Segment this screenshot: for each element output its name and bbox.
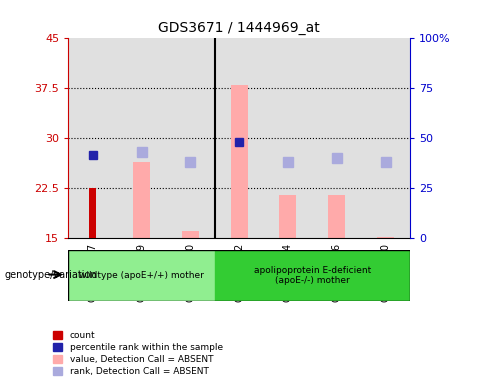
Bar — [166, 38, 215, 238]
Legend: count, percentile rank within the sample, value, Detection Call = ABSENT, rank, : count, percentile rank within the sample… — [53, 331, 223, 376]
Text: genotype/variation: genotype/variation — [5, 270, 98, 280]
Bar — [117, 38, 166, 238]
Bar — [215, 250, 410, 301]
Bar — [68, 38, 117, 238]
Bar — [312, 38, 361, 238]
Bar — [361, 38, 410, 238]
Bar — [182, 232, 199, 238]
Bar — [133, 162, 150, 238]
Bar — [68, 250, 215, 301]
Text: wildtype (apoE+/+) mother: wildtype (apoE+/+) mother — [79, 271, 204, 280]
Bar — [264, 38, 312, 238]
Text: apolipoprotein E-deficient
(apoE-/-) mother: apolipoprotein E-deficient (apoE-/-) mot… — [254, 266, 371, 285]
Bar — [215, 38, 264, 238]
Bar — [377, 237, 394, 238]
Bar — [328, 195, 345, 238]
Bar — [230, 85, 248, 238]
Bar — [89, 188, 97, 238]
Title: GDS3671 / 1444969_at: GDS3671 / 1444969_at — [158, 21, 320, 35]
Bar — [279, 195, 297, 238]
